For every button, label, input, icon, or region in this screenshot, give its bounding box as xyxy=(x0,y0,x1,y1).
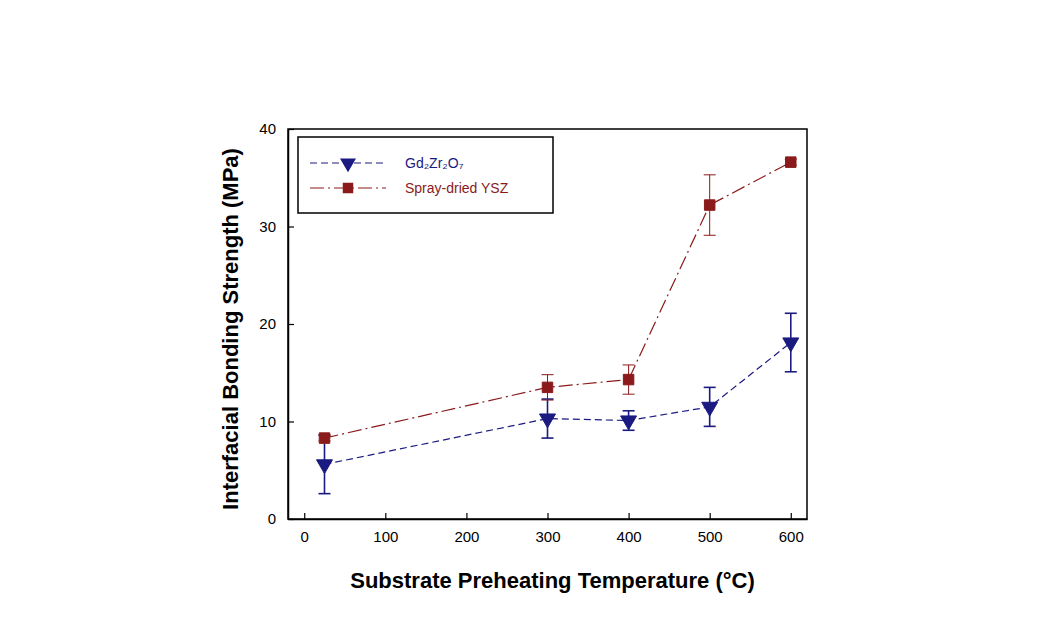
error-bar-cap xyxy=(623,364,635,365)
x-axis: 0 100 200 300 400 500 600 xyxy=(289,513,808,545)
tick: 400 xyxy=(617,513,642,545)
tick: 20 xyxy=(259,315,294,332)
tick-label: 40 xyxy=(259,120,276,137)
marker xyxy=(542,382,552,392)
error-bar-cap xyxy=(704,174,716,175)
legend-entry: Spray-dried YSZ xyxy=(310,180,509,196)
tick-mark xyxy=(791,513,792,519)
tick: 40 xyxy=(259,120,294,137)
tick-mark xyxy=(628,513,629,519)
marker xyxy=(317,460,333,474)
marker xyxy=(621,416,637,430)
marker xyxy=(704,200,714,210)
legend-marker xyxy=(340,158,356,172)
tick-label: 600 xyxy=(779,528,804,545)
tick-label: 20 xyxy=(259,315,276,332)
legend-label: Spray-dried YSZ xyxy=(405,180,509,196)
tick-label: 30 xyxy=(259,218,276,235)
marker xyxy=(783,338,799,352)
legend-box xyxy=(298,137,553,213)
marker xyxy=(319,433,329,443)
error-bar-cap xyxy=(542,400,554,401)
tick: 200 xyxy=(454,513,479,545)
tick-mark xyxy=(547,513,548,519)
error-bar-cap xyxy=(623,394,635,395)
error-bar-cap xyxy=(542,437,554,439)
chart: 0 100 200 300 400 500 600 0 10 20 30 40 Gd₂Zr₂O₇ Spra… xyxy=(0,0,1050,617)
error-bar xyxy=(542,375,554,400)
error-bar-cap xyxy=(623,410,635,412)
legend: Gd₂Zr₂O₇ Spray-dried YSZ xyxy=(298,137,553,213)
tick: 30 xyxy=(259,218,294,235)
tick: 600 xyxy=(779,513,804,545)
tick-mark xyxy=(288,226,294,227)
tick: 300 xyxy=(535,513,560,545)
legend-entry: Gd₂Zr₂O₇ xyxy=(310,155,464,172)
marker xyxy=(540,414,556,428)
tick: 10 xyxy=(259,413,294,430)
y-axis-title: Interfacial Bonding Strength (MPa) xyxy=(218,148,243,510)
error-bar-cap xyxy=(704,426,716,428)
error-bar-cap xyxy=(704,387,716,389)
tick-mark xyxy=(710,513,711,519)
marker xyxy=(702,402,718,416)
tick: 100 xyxy=(373,513,398,545)
tick-label: 300 xyxy=(535,528,560,545)
error-bar-cap xyxy=(785,371,797,373)
tick-mark xyxy=(288,324,294,325)
tick: 500 xyxy=(698,513,723,545)
tick-label: 0 xyxy=(301,528,309,545)
tick-mark xyxy=(288,129,294,130)
legend-label: Gd₂Zr₂O₇ xyxy=(405,155,464,171)
tick-label: 400 xyxy=(617,528,642,545)
tick-mark xyxy=(304,513,305,519)
error-bar xyxy=(704,175,716,235)
tick-label: 500 xyxy=(698,528,723,545)
marker xyxy=(623,374,633,384)
error-bar-cap xyxy=(785,312,797,314)
error-bar-cap xyxy=(318,493,330,495)
error-bar xyxy=(623,365,635,394)
y-axis: 0 10 20 30 40 xyxy=(259,120,294,527)
tick-mark xyxy=(288,519,294,520)
tick-mark xyxy=(288,421,294,422)
error-bar-cap xyxy=(542,374,554,375)
series-line xyxy=(324,343,790,465)
tick-mark xyxy=(385,513,386,519)
tick-mark xyxy=(466,513,467,519)
tick: 0 xyxy=(301,513,309,545)
error-bar-cap xyxy=(704,235,716,236)
tick-label: 100 xyxy=(373,528,398,545)
tick-label: 200 xyxy=(454,528,479,545)
plot-area: 0 100 200 300 400 500 600 0 10 20 30 40 Gd₂Zr₂O₇ Spra… xyxy=(259,120,807,544)
tick-label: 10 xyxy=(259,413,276,430)
x-axis-title: Substrate Preheating Temperature (°C) xyxy=(350,568,754,593)
plot-frame xyxy=(288,129,807,519)
tick-label: 0 xyxy=(268,510,276,527)
marker xyxy=(786,157,796,167)
legend-marker xyxy=(343,183,353,193)
tick: 0 xyxy=(268,510,294,527)
